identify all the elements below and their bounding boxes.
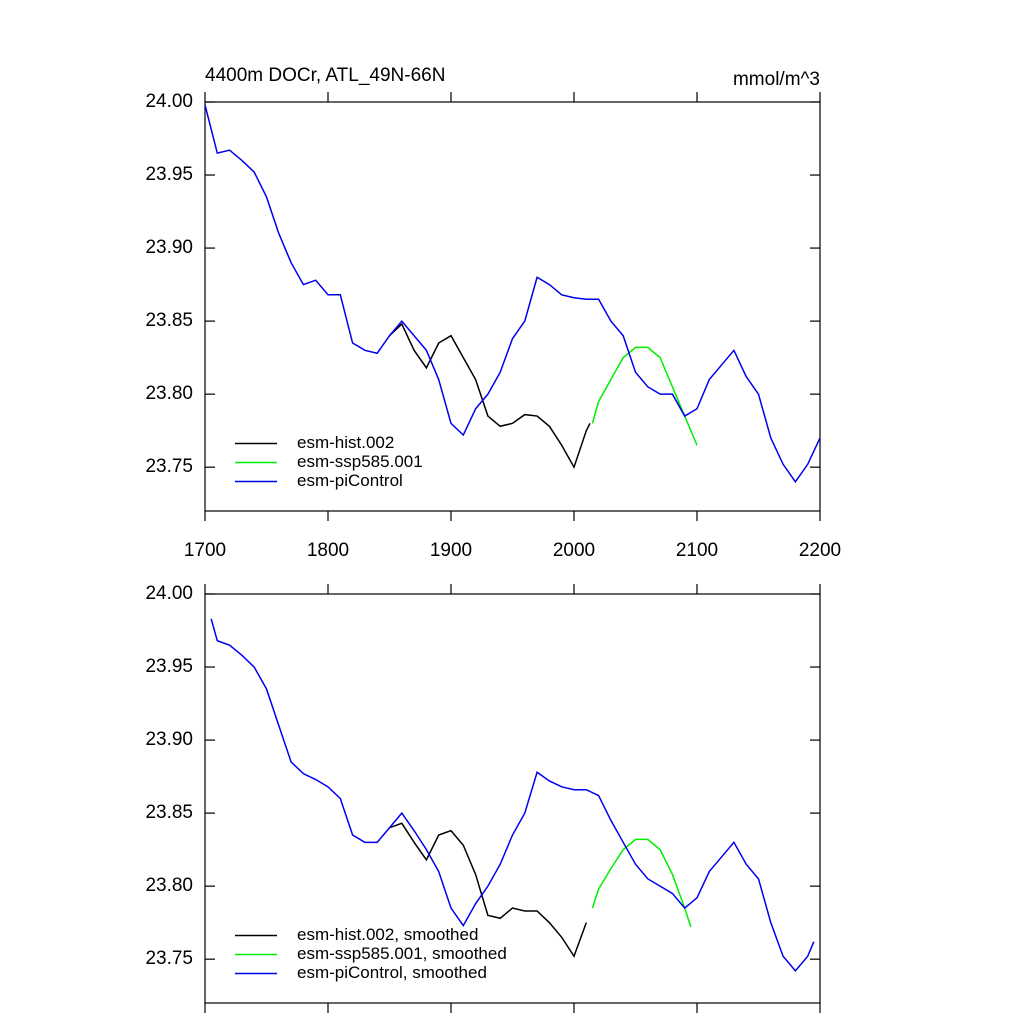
y-tick-label: 23.85	[145, 802, 193, 823]
panel: 23.75 23.80 23.85 23.90 23.95 24.00 esm-hist.0…	[145, 583, 821, 1013]
series-line	[210, 618, 815, 973]
y-tick-label: 24.00	[145, 91, 193, 112]
x-tick-label: 1900	[430, 540, 472, 561]
units-label: mmol/m^3	[733, 69, 820, 90]
y-tick-label: 23.80	[145, 383, 193, 404]
legend-label: esm-piControl	[297, 471, 403, 490]
series-line	[204, 104, 821, 484]
legend-label: esm-hist.002, smoothed	[297, 925, 478, 944]
legend-label: esm-ssp585.001	[297, 452, 423, 471]
y-tick-label: 23.75	[145, 456, 193, 477]
panel: 23.75 23.80 23.85 23.90 23.95 24.00 1700 1800 19…	[145, 65, 841, 561]
y-tick-label: 23.95	[145, 164, 193, 185]
plot-frame	[204, 101, 821, 512]
x-tick-label: 2000	[553, 540, 595, 561]
legend-label: esm-ssp585.001, smoothed	[297, 944, 507, 963]
y-tick-label: 23.95	[145, 656, 193, 677]
legend-label: esm-piControl, smoothed	[297, 963, 487, 982]
y-tick-label: 24.00	[145, 583, 193, 604]
y-tick-label: 23.75	[145, 948, 193, 969]
legend-label: esm-hist.002	[297, 433, 394, 452]
chart-title: 4400m DOCr, ATL_49N-66N	[205, 65, 445, 86]
y-tick-label: 23.80	[145, 875, 193, 896]
y-tick-label: 23.90	[145, 729, 193, 750]
plot-frame	[204, 593, 821, 1004]
x-tick-label: 2100	[676, 540, 718, 561]
series-line	[388, 322, 591, 470]
y-tick-label: 23.90	[145, 237, 193, 258]
series-line	[389, 822, 588, 958]
x-tick-label: 2200	[799, 540, 841, 561]
series-line	[591, 346, 698, 446]
series-line	[591, 838, 692, 928]
x-tick-label: 1800	[307, 540, 349, 561]
y-tick-label: 23.85	[145, 310, 193, 331]
x-tick-label: 1700	[184, 540, 226, 561]
